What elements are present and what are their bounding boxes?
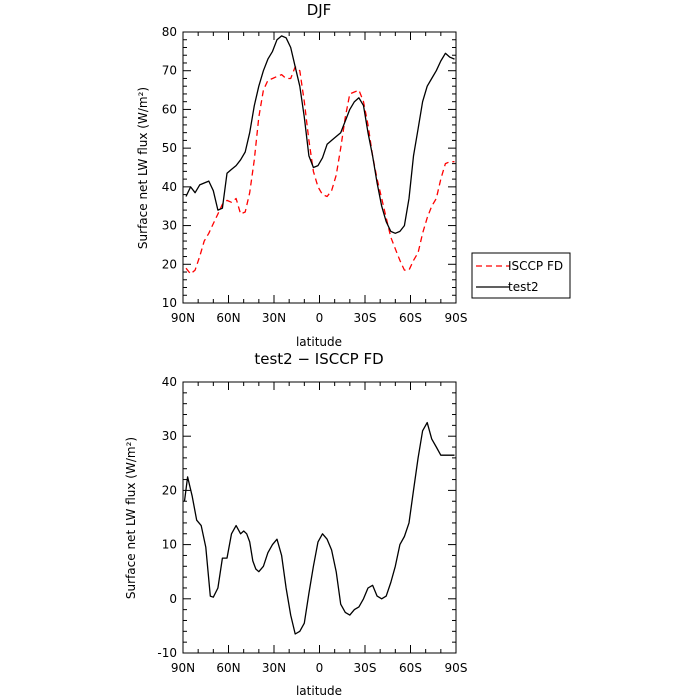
bottom-y-ticks: -10 0 10 20 30 40 [157, 375, 456, 660]
x-tick-label: 60N [216, 661, 240, 675]
y-tick-label: 30 [162, 219, 177, 233]
top-plot-frame [182, 31, 457, 304]
y-tick-label: 30 [162, 429, 177, 443]
y-tick-label: 0 [169, 592, 177, 606]
y-tick-label: 60 [162, 102, 177, 116]
y-tick-label: 40 [162, 375, 177, 389]
top-y-axis-label: Surface net LW flux (W/m²) [136, 87, 150, 249]
top-panel: DJF 90N 60N 30N 0 30S 60S 90S 10 20 30 40 50 60 70 80… [136, 1, 467, 349]
y-tick-label: 50 [162, 141, 177, 155]
legend-label-test2: test2 [508, 280, 539, 294]
x-tick-label: 60N [216, 311, 240, 325]
top-y-ticks: 10 20 30 40 50 60 70 80 [162, 25, 456, 310]
x-tick-label: 60S [399, 311, 422, 325]
x-tick-label: 0 [316, 311, 324, 325]
series-line-difference [183, 421, 455, 635]
top-series-lines [185, 35, 455, 275]
y-tick-label: 20 [162, 483, 177, 497]
series-line-isccp-fd [185, 66, 455, 275]
legend-label-isccp: ISCCP FD [508, 259, 563, 273]
top-x-ticks: 90N 60N 30N 0 30S 60S 90S [171, 32, 468, 325]
x-tick-label: 0 [316, 661, 324, 675]
top-chart-title: DJF [307, 1, 332, 19]
bottom-plot-frame [182, 381, 457, 654]
x-tick-label: 30N [262, 661, 286, 675]
bottom-series-lines [183, 421, 455, 635]
x-tick-label: 30N [262, 311, 286, 325]
bottom-x-ticks: 90N 60N 30N 0 30S 60S 90S [171, 382, 468, 675]
y-tick-label: 70 [162, 64, 177, 78]
x-tick-label: 60S [399, 661, 422, 675]
bottom-chart-title: test2 − ISCCP FD [254, 350, 383, 368]
x-tick-label: 90S [445, 311, 468, 325]
legend-box [471, 252, 571, 299]
bottom-panel: test2 − ISCCP FD 90N 60N 30N 0 30S 60S 90S -10… [124, 350, 467, 698]
x-tick-label: 90N [171, 661, 195, 675]
y-tick-label: 80 [162, 25, 177, 39]
y-tick-label: 10 [162, 538, 177, 552]
series-line-test2 [185, 35, 455, 234]
y-tick-label: 10 [162, 296, 177, 310]
y-tick-label: -10 [157, 646, 177, 660]
bottom-x-axis-label: latitude [296, 684, 342, 698]
y-tick-label: 40 [162, 180, 177, 194]
bottom-y-axis-label: Surface net LW flux (W/m²) [124, 437, 138, 599]
y-tick-label: 20 [162, 257, 177, 271]
x-tick-label: 90N [171, 311, 195, 325]
legend: ISCCP FD test2 [471, 252, 571, 299]
x-tick-label: 30S [354, 661, 377, 675]
top-x-axis-label: latitude [296, 335, 342, 349]
x-tick-label: 90S [445, 661, 468, 675]
x-tick-label: 30S [354, 311, 377, 325]
